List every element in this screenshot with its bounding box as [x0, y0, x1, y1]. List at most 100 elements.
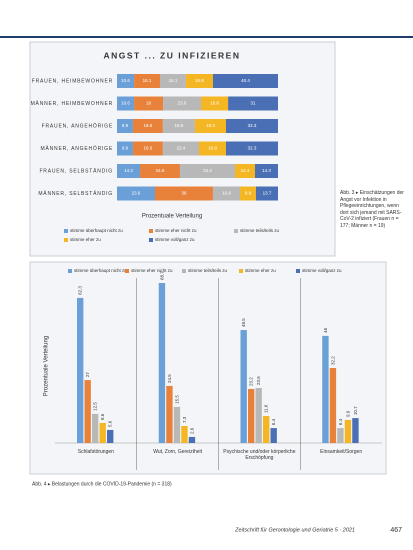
- bar: [173, 406, 181, 443]
- value-label: 16.1: [169, 78, 178, 83]
- bar-segment: [255, 186, 278, 201]
- value-label: 23.6: [178, 101, 187, 106]
- value-label: 18: [146, 101, 152, 106]
- value-label: 34.2: [203, 168, 212, 173]
- value-label: 68.7: [159, 271, 164, 280]
- bar: [322, 335, 329, 443]
- bar-segment: [198, 141, 226, 156]
- bar: [99, 422, 106, 443]
- y-axis-label: Prozentuale Verteilung: [44, 336, 50, 396]
- value-label: 32.3: [248, 146, 257, 151]
- value-label: 6.4: [271, 418, 276, 425]
- legend-label: stimme teils/teils zu: [188, 268, 228, 273]
- bar: [188, 436, 196, 443]
- bar-segment: [201, 96, 229, 111]
- legend-swatch: [125, 269, 129, 273]
- value-label: 14.3: [124, 168, 133, 173]
- bar: [337, 428, 344, 443]
- value-label: 9.9: [122, 146, 129, 151]
- legend-swatch: [149, 229, 153, 233]
- category-box: Wut, Zorn, Gereiztheit: [153, 449, 202, 455]
- chart-title: ANGST ... ZU INFIZIEREN: [104, 50, 241, 60]
- value-label: 46: [323, 327, 328, 333]
- header-rule: [0, 36, 413, 38]
- bar-segment: [117, 186, 155, 201]
- legend-label: stimme überhaupt nicht zu: [70, 228, 123, 233]
- bar-segment: [225, 119, 278, 133]
- bar: [181, 426, 188, 443]
- value-label: 16.8: [195, 78, 204, 83]
- value-label: 32.2: [330, 356, 335, 365]
- legend-swatch: [64, 238, 68, 242]
- value-label: 7.3: [182, 416, 187, 423]
- caption: Abb. 4 ▸ Belastungen durch die COVID-19-…: [32, 481, 172, 487]
- bar: [329, 368, 337, 443]
- bar-segment: [134, 96, 164, 111]
- bar-segment: [240, 186, 256, 201]
- value-label: 27: [85, 372, 90, 378]
- legend-swatch: [149, 238, 153, 242]
- row-label: FRAUEN, SELBSTÄNDIG: [39, 167, 113, 174]
- legend-swatch: [64, 229, 68, 233]
- value-label: 16.8: [210, 101, 219, 106]
- bar-segment: [159, 74, 186, 88]
- value-label: 8.6: [100, 413, 105, 420]
- legend-swatch: [182, 269, 186, 273]
- bar-segment: [162, 119, 195, 133]
- legend-label: stimme voll/ganz zu: [302, 268, 342, 273]
- bar-segment: [212, 74, 278, 88]
- footer-journal: Zeitschrift für Gerontologie und Geriatr…: [234, 527, 355, 533]
- value-label: 12.5: [93, 402, 98, 411]
- row-label: MÄNNER, ANGEHÖRIGE: [41, 145, 113, 152]
- legend-label: stimme eher zu: [245, 268, 276, 273]
- value-label: 18.6: [144, 123, 153, 128]
- legend-swatch: [239, 269, 243, 273]
- bar: [77, 297, 84, 443]
- bar: [263, 415, 270, 443]
- bar-segment: [117, 74, 135, 88]
- value-label: 62.3: [78, 286, 83, 295]
- bar-segment: [140, 164, 180, 178]
- category-label: Psychische und/oder körperliche Erschöpf…: [223, 449, 296, 461]
- value-label: 16.8: [208, 146, 217, 151]
- bar: [107, 429, 114, 443]
- bar-segment: [185, 74, 213, 88]
- value-label: 11.6: [264, 404, 269, 413]
- value-label: 19.3: [206, 123, 215, 128]
- caption-box: Abb. 3 ▸ Einschätzungen der Angst vor In…: [340, 190, 404, 229]
- value-label: 24.5: [167, 374, 172, 383]
- bar-segment: [254, 164, 278, 178]
- bar: [344, 419, 352, 443]
- value-label: 23.6: [256, 376, 261, 385]
- bar-segment: [179, 164, 236, 178]
- legend-swatch: [296, 269, 300, 273]
- value-label: 9.9: [245, 191, 252, 196]
- bar-segment: [228, 96, 278, 111]
- value-label: 23.2: [249, 377, 254, 386]
- value-label: 32.3: [248, 123, 257, 128]
- legend-swatch: [234, 229, 238, 233]
- value-label: 16.8: [222, 191, 231, 196]
- value-label: 15.5: [174, 395, 179, 404]
- bar: [158, 283, 166, 443]
- value-label: 18.6: [144, 146, 153, 151]
- bar-segment: [132, 119, 163, 133]
- value-label: 36: [181, 191, 187, 196]
- bar-segment: [154, 186, 213, 201]
- bar: [255, 388, 262, 443]
- value-label: 16.1: [143, 78, 152, 83]
- value-label: 10.7: [353, 406, 358, 415]
- legend-swatch: [68, 269, 72, 273]
- legend-label: stimme eher zu: [70, 237, 101, 242]
- value-label: 12.4: [241, 168, 250, 173]
- value-label: 14.3: [262, 168, 271, 173]
- value-label: 5.6: [108, 420, 113, 427]
- caption: Abb. 3 ▸ Einschätzungen der Angst vor In…: [340, 190, 404, 229]
- bar: [240, 330, 247, 443]
- legend-label: stimme eher nicht zu: [155, 228, 197, 233]
- bar-segment: [235, 164, 255, 178]
- value-label: 10.6: [121, 101, 130, 106]
- value-label: 2.6: [189, 427, 194, 434]
- value-label: 40.4: [241, 78, 250, 83]
